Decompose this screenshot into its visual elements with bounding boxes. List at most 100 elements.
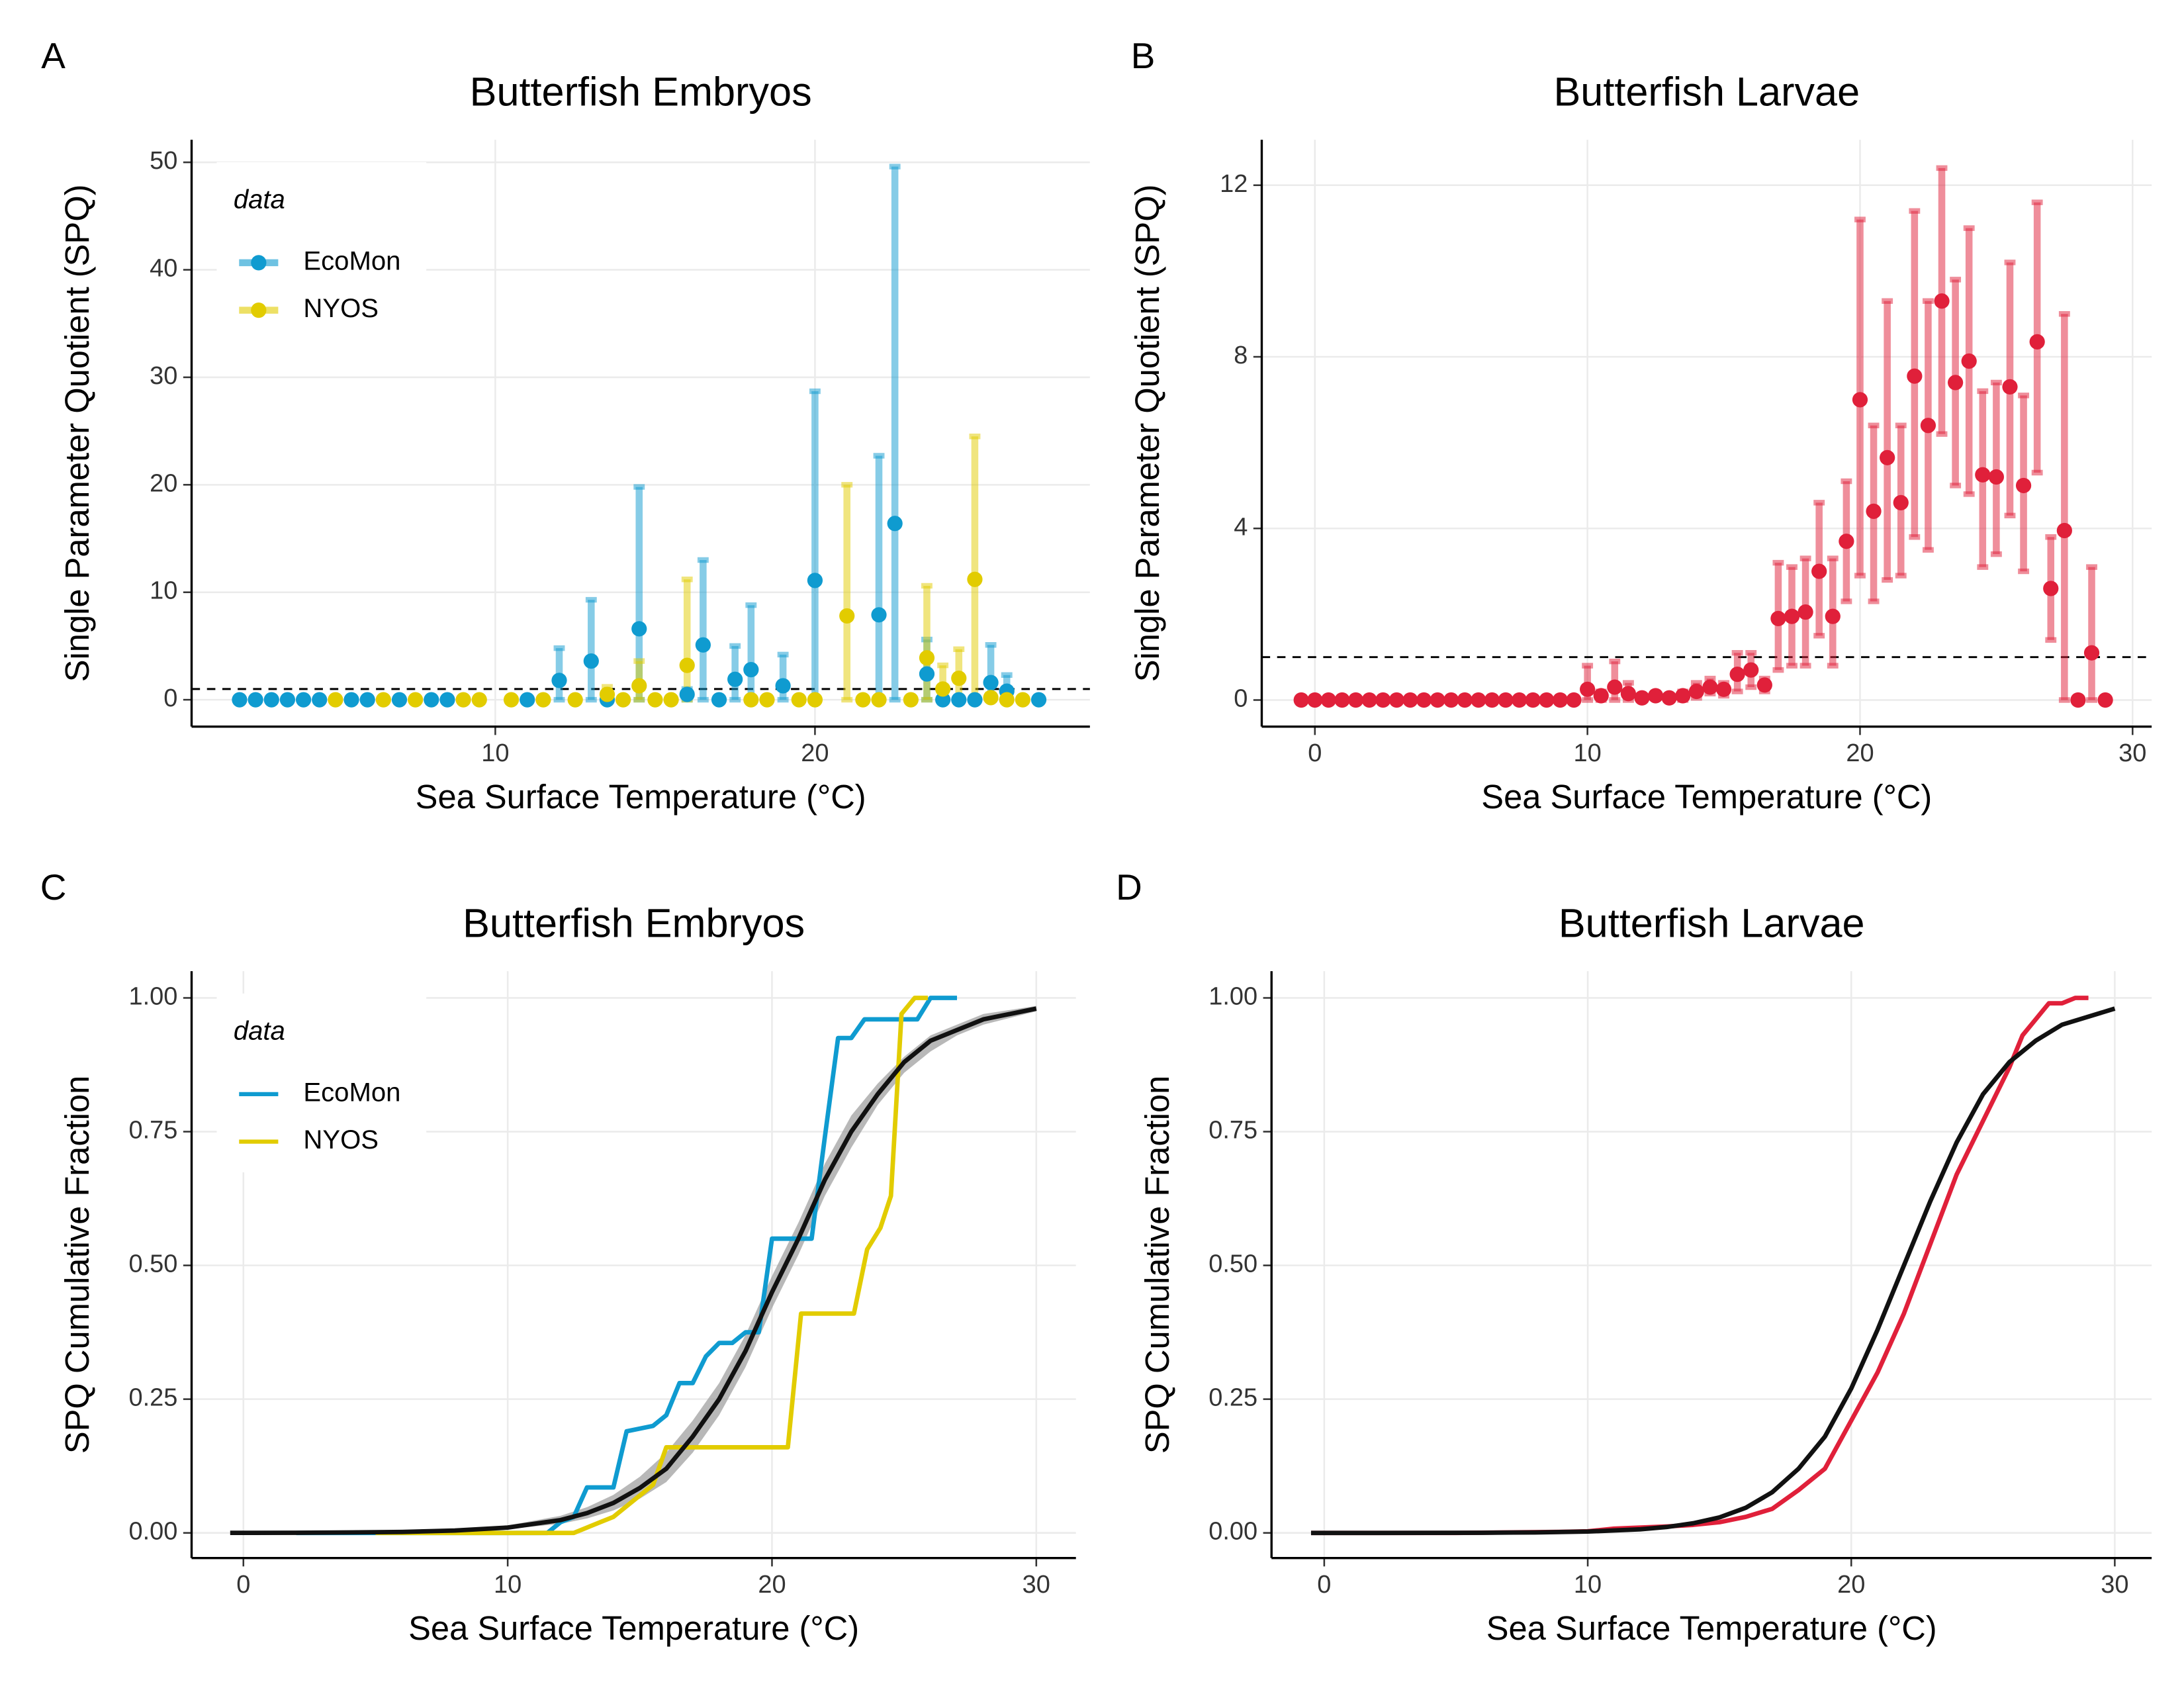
point [1607,679,1623,695]
point [743,662,759,678]
point [1961,353,1977,369]
point [1388,692,1404,708]
point [999,692,1015,708]
legend-title: data [234,185,285,214]
y-tick-label: 12 [1220,170,1248,198]
y-tick-label: 0.25 [1208,1384,1257,1412]
point [1443,692,1459,708]
fit-line [1310,1006,2116,1536]
point [263,692,279,708]
point [871,692,887,708]
point [935,681,951,697]
panel: B Butterfish Larvae Sea Surface Temperatur… [1128,35,2152,816]
x-tick-label: 20 [801,739,829,767]
y-axis-label: SPQ Cumulative Fraction [58,1076,96,1454]
point [711,692,727,708]
x-tick-label: 0 [1317,1571,1331,1599]
legend-label: EcoMon [303,246,400,275]
x-tick-label: 30 [2118,739,2146,767]
point [919,666,935,682]
point [1416,692,1432,708]
point [1988,469,2004,485]
x-tick-label: 20 [758,1571,786,1599]
point [520,692,535,708]
y-tick-label: 20 [150,469,177,497]
chart-title: Butterfish Embryos [463,901,805,946]
point [983,690,999,706]
y-tick-label: 0.25 [128,1384,177,1412]
legend: data EcoMon NYOS [216,162,427,342]
y-axis-label: Single Parameter Quotient (SPQ) [1128,185,1166,682]
fit-line [230,1006,1037,1536]
series-line [375,996,929,1536]
y-tick-label: 0.75 [128,1117,177,1145]
point [807,692,823,708]
point [1675,688,1691,704]
point [647,692,663,708]
y-tick-label: 4 [1234,513,1248,541]
point [1498,692,1514,708]
point [1975,467,1991,483]
point [1934,293,1950,309]
point [775,678,791,694]
point [1797,604,1813,620]
point [1347,692,1364,708]
point [1825,608,1841,624]
legend-label: EcoMon [303,1078,400,1107]
legend-key [251,255,267,271]
point [1402,692,1418,708]
point [312,692,328,708]
point [1893,494,1909,510]
panel: C Butterfish Embryos Sea Surface Temperatu… [40,867,1076,1647]
x-tick-label: 30 [1023,1571,1050,1599]
point [232,692,248,708]
point [1293,692,1309,708]
y-tick-label: 1.00 [1208,983,1257,1011]
point [359,692,375,708]
point [951,692,967,708]
legend-label: NYOS [303,1125,379,1154]
y-tick-label: 0 [163,684,177,712]
point [1702,679,1718,695]
point [439,692,455,708]
point [919,650,935,666]
point [1729,667,1745,682]
point [375,692,391,708]
point [759,692,775,708]
point [727,671,743,687]
x-axis-label: Sea Surface Temperature (°C) [1481,778,1932,816]
point [791,692,807,708]
point [1920,418,1936,434]
point [1715,681,1732,697]
point [1866,503,1882,519]
point [1770,610,1786,626]
point [983,675,999,690]
y-tick-label: 30 [150,362,177,390]
point [935,692,951,708]
x-tick-label: 0 [1308,739,1322,767]
point [1784,608,1800,624]
point [535,692,551,708]
point [615,692,631,708]
x-tick-label: 10 [1573,739,1601,767]
panel-label: C [40,867,67,908]
y-tick-label: 50 [150,147,177,175]
point [1948,375,1964,391]
y-tick-label: 40 [150,255,177,283]
legend-label: NYOS [303,294,379,323]
x-tick-label: 0 [236,1571,250,1599]
point [391,692,408,708]
point [328,692,343,708]
chart-title: Butterfish Larvae [1553,70,1860,115]
point [1430,692,1445,708]
legend: data EcoMon NYOS [216,993,427,1173]
y-tick-label: 0.75 [1208,1117,1257,1145]
point [2043,581,2059,596]
point [424,692,439,708]
point [1593,688,1609,704]
point [1756,677,1772,693]
panel: D Butterfish Larvae Sea Surface Temperatur… [1116,867,2152,1647]
point [1539,692,1555,708]
point [1880,449,1895,465]
